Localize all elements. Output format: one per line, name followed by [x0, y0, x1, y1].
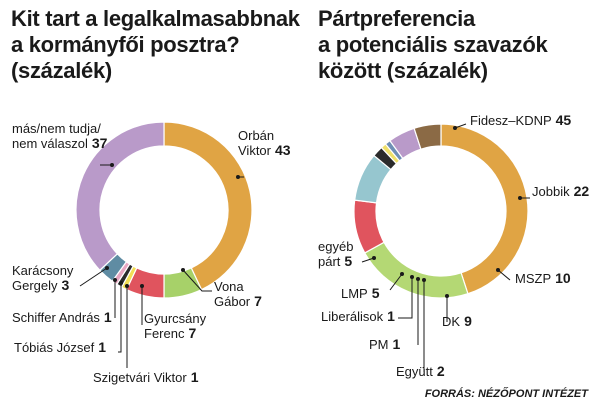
right-label-5: PM 1: [369, 277, 420, 352]
right-label-text-7: LMP 5: [341, 285, 380, 301]
right-slice-1: [363, 241, 469, 299]
right-leader-2: [497, 269, 511, 281]
right-label-text-5: PM 1: [369, 336, 401, 352]
right-label-6: Liberálisok 1: [321, 275, 414, 324]
right-leader-dot-4: [422, 278, 426, 282]
left-value-5: 1: [104, 309, 112, 325]
right-leader-dot-8: [372, 256, 376, 260]
left-leader-dot-6: [105, 266, 109, 270]
right-label-text-8: egyéb párt 5: [318, 239, 353, 269]
right-label-text-2: MSZP 10: [515, 270, 571, 286]
source-note: FORRÁS: NÉZŐPONT INTÉZET: [424, 388, 588, 400]
left-label-7: más/nem tudja/nem válaszol 37: [12, 121, 114, 167]
right-slice-8: [413, 123, 442, 150]
left-label-text-6: Karácsony Gergely 3: [12, 263, 74, 293]
left-label-text-3: Szigetvári Viktor 1: [93, 369, 199, 385]
right-label-0: Fidesz–KDNP 45: [453, 112, 571, 130]
right-label-8: egyéb párt 5: [318, 239, 376, 269]
left-leader-dot-5: [113, 278, 117, 282]
left-label-5: Schiffer András 1: [12, 278, 117, 325]
right-label-2: MSZP 10: [496, 268, 571, 286]
left-label-6: Karácsony Gergely 3: [12, 263, 109, 293]
left-label-0: Orbán Viktor 43: [236, 128, 291, 179]
right-leader-dot-6: [410, 275, 414, 279]
right-label-3: DK 9: [442, 294, 472, 329]
left-slice-7: [75, 121, 165, 272]
right-value-7: 5: [372, 285, 380, 301]
right-leader-dot-3: [445, 294, 449, 298]
left-leader-6: [79, 267, 108, 287]
right-leader-7: [389, 273, 403, 291]
right-leader-dot-0: [453, 126, 457, 130]
right-value-2: 10: [555, 270, 571, 286]
left-leader-dot-3: [125, 284, 129, 288]
left-label-4: Tóbiás József 1: [14, 281, 123, 355]
left-value-7: 37: [92, 135, 108, 151]
left-label-text-4: Tóbiás József 1: [14, 339, 106, 355]
right-value-8: 5: [344, 253, 352, 269]
left-value-4: 1: [98, 339, 106, 355]
left-value-2: 7: [188, 325, 196, 341]
right-leader-8: [361, 257, 375, 263]
right-value-3: 9: [464, 313, 472, 329]
right-slice-2: [353, 199, 385, 254]
right-label-text-4: Együtt 2: [396, 363, 445, 379]
right-leader-dot-1: [518, 196, 522, 200]
right-label-4: Együtt 2: [396, 278, 445, 379]
right-value-0: 45: [556, 112, 572, 128]
left-label-text-7: más/nem tudja/nem válaszol 37: [12, 121, 108, 151]
right-chart-title: Pártpreferencia a potenciális szavazók k…: [318, 6, 548, 83]
left-label-3: Szigetvári Viktor 1: [93, 284, 199, 385]
left-leader-dot-0: [236, 175, 240, 179]
right-label-text-0: Fidesz–KDNP 45: [470, 112, 571, 128]
right-label-text-6: Liberálisok 1: [321, 308, 395, 324]
right-label-text-3: DK 9: [442, 313, 472, 329]
left-leader-dot-4: [119, 281, 123, 285]
left-label-text-0: Orbán Viktor 43: [238, 128, 291, 158]
right-label-text-1: Jobbik 22: [532, 183, 589, 199]
left-label-2: Gyurcsány Ferenc 7: [140, 284, 207, 341]
right-value-5: 1: [393, 336, 401, 352]
left-leader-4: [118, 283, 122, 353]
right-slice-0: [440, 123, 529, 295]
left-chart-title: Kit tart a legalkalmasabbnak a kormányfő…: [11, 6, 300, 83]
right-leader-dot-5: [416, 277, 420, 281]
right-value-6: 1: [387, 308, 395, 324]
right-label-1: Jobbik 22: [518, 183, 589, 200]
left-leader-dot-1: [181, 268, 185, 272]
left-leader-dot-2: [140, 284, 144, 288]
left-leader-dot-7: [110, 163, 114, 167]
left-label-text-1: Vona Gábor 7: [214, 279, 262, 309]
left-value-0: 43: [275, 142, 291, 158]
right-leader-dot-2: [496, 268, 500, 272]
left-label-text-5: Schiffer András 1: [12, 309, 112, 325]
right-label-7: LMP 5: [341, 272, 404, 301]
right-value-4: 2: [437, 363, 445, 379]
left-label-text-2: Gyurcsány Ferenc 7: [144, 311, 207, 341]
left-leader-1: [182, 269, 212, 292]
left-slice-0: [163, 121, 253, 291]
right-leader-dot-7: [400, 272, 404, 276]
right-value-1: 22: [574, 183, 590, 199]
right-leader-6: [398, 277, 413, 319]
left-label-1: Vona Gábor 7: [181, 268, 262, 309]
left-value-1: 7: [254, 293, 262, 309]
left-value-3: 1: [191, 369, 199, 385]
left-value-6: 3: [62, 277, 70, 293]
